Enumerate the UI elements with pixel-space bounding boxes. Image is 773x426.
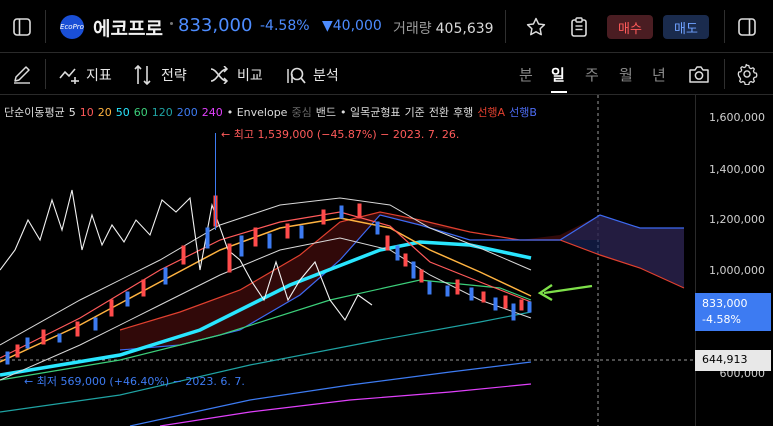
ma-60-label: 60 [133,106,148,119]
volume-value: 405,639 [435,21,494,37]
current-price-marker-value: 833,000 [702,297,748,310]
sell-button[interactable]: 매도 [663,15,709,39]
ma-10-label: 10 [79,106,94,119]
draw-pencil-icon[interactable] [11,63,33,85]
band-label: 밴드 [315,106,336,119]
period-month[interactable]: 월 [619,66,633,84]
compare-button[interactable]: 비교 [209,65,263,85]
volume-info: 거래량 405,639 [393,18,497,38]
axis-label-1600000: 1,600,000 [709,111,765,124]
company-logo: EcoPro [60,15,84,39]
ma-240-line [159,383,532,426]
change-percent: -4.58% [260,18,310,34]
panel-toggle-icon[interactable] [737,17,757,37]
axis-label-1000000: 1,000,000 [709,264,765,277]
ma-5-label: 5 [68,106,76,119]
ma-120-line [0,311,532,413]
chart-toolbar: 지표 전략 비교 분석 분 일 주 월 년 [0,53,773,95]
period-year[interactable]: 년 [652,66,666,84]
envelope-label: • Envelope [226,106,288,119]
volume-label: 거래량 [393,21,432,37]
compare-label: 비교 [237,68,263,84]
current-price: 833,000 [178,15,253,36]
strategy-label: 전략 [161,68,187,84]
indicator-legend[interactable]: 단순이동평균 5 10 20 50 60 120 200 240 • Envelope 중심 밴드 • … [4,104,541,120]
settings-gear-icon[interactable] [736,63,758,85]
camera-icon[interactable] [688,63,710,85]
ma-20-line [0,217,532,363]
ma-10-line [0,211,532,359]
analysis-button[interactable]: 분석 [285,65,339,85]
price-axis[interactable] [695,95,773,426]
ma-240-label: 240 [201,106,223,119]
ma-200-line [129,361,532,426]
current-price-marker: 833,000 -4.58% [695,293,771,331]
axis-label-1200000: 1,200,000 [709,213,765,226]
period-week[interactable]: 주 [585,66,599,84]
price-chart[interactable] [0,95,695,426]
axis-label-1400000: 1,400,000 [709,163,765,176]
current-price-marker-change: -4.58% [702,313,741,326]
ma-200-label: 200 [176,106,198,119]
low-price-annotation: ← 최저 569,000 (+46.40%) − 2023. 6. 7. [24,375,245,388]
candlesticks [5,133,532,365]
period-day[interactable]: 일 [551,66,565,84]
green-arrow-annotation [537,284,593,302]
indicator-button[interactable]: 지표 [58,65,112,85]
ma-50-line [0,240,532,377]
indicator-icon [59,68,79,84]
high-price-annotation: ← 최고 1,539,000 (−45.87%) − 2023. 7. 26. [221,128,460,141]
ichimoku-cloud-future [560,215,684,288]
span-b-label: 선행B [509,106,537,119]
favorite-star-icon[interactable] [525,16,547,38]
stock-name[interactable]: 에코프로 [93,18,163,40]
ichimoku-cloud [120,212,684,350]
ichimoku-lagging-label: 후행 [453,106,474,119]
buy-button[interactable]: 매수 [607,15,653,39]
active-period-indicator [551,91,567,93]
leading-span-a [119,211,685,331]
sidebar-toggle-icon[interactable] [12,17,32,37]
envelope-upper [0,197,532,346]
strategy-button[interactable]: 전략 [133,65,187,85]
ichimoku-conversion-label: 전환 [428,106,450,119]
ma-legend-label: 단순이동평균 [4,106,65,119]
ichimoku-base-label: 기준 [404,106,425,119]
indicator-label: 지표 [86,68,112,84]
ma-120-label: 120 [151,106,173,119]
period-minute[interactable]: 분 [519,66,533,84]
order-clipboard-icon[interactable] [568,16,590,38]
leading-span-b [119,214,684,351]
ma-50-label: 50 [115,106,130,119]
lagging-span [0,189,373,322]
crosshair-price-marker: 644,913 [695,350,771,371]
change-amount: ▼40,000 [322,18,382,34]
analysis-label: 분석 [313,68,339,84]
ichimoku-label: • 일목균형표 [339,106,401,119]
envelope-center-label: 중심 [291,106,312,119]
span-a-label: 선행A [477,106,506,119]
analysis-icon [287,67,306,84]
compare-icon [210,66,229,84]
stock-header: EcoPro 에코프로 833,000 -4.58% ▼40,000 거래량 40… [0,0,773,53]
ma-20-label: 20 [97,106,112,119]
strategy-icon [134,65,151,85]
envelope-lower [0,237,532,381]
